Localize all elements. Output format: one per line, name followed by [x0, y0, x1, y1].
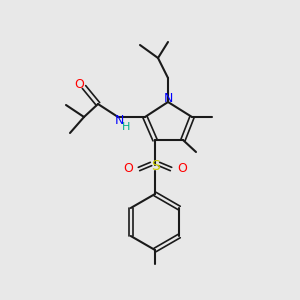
Text: O: O	[123, 163, 133, 176]
Text: N: N	[163, 92, 173, 106]
Text: H: H	[122, 122, 130, 132]
Text: O: O	[74, 77, 84, 91]
Text: O: O	[177, 163, 187, 176]
Text: S: S	[151, 159, 159, 173]
Text: N: N	[114, 113, 124, 127]
